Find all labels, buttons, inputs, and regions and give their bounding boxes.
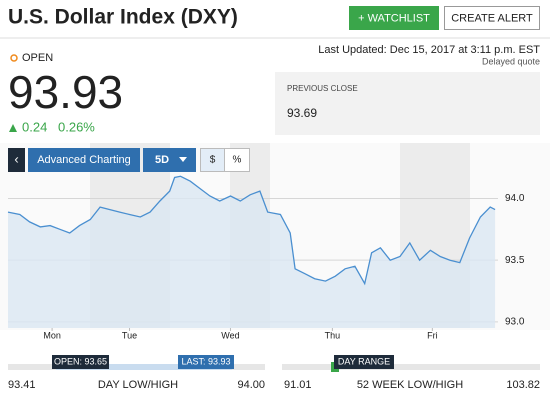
area — [8, 176, 496, 328]
day-low: 93.41 — [8, 379, 36, 391]
chart: 94.0 93.5 93.0 Mon Tue Wed Thu Fri — [7, 175, 525, 340]
up-arrow — [9, 124, 17, 132]
page-title: U.S. Dollar Index (DXY) — [8, 6, 238, 29]
percent-button[interactable] — [224, 148, 250, 172]
back-label[interactable]: ‹ — [14, 151, 18, 166]
y-tick-label: 94.0 — [505, 193, 525, 204]
last-marker — [178, 355, 234, 369]
last-updated: Last Updated: Dec 15, 2017 at 3:11 p.m. … — [318, 44, 540, 56]
y-tick-label: 93.5 — [505, 255, 525, 266]
back-button[interactable] — [8, 148, 25, 172]
last-marker-label: LAST: 93.93 — [181, 356, 230, 366]
market-status: OPEN — [22, 52, 53, 64]
open-icon — [10, 54, 18, 62]
x-tick-label: Fri — [427, 330, 438, 340]
delayed-note: Delayed quote — [482, 56, 540, 66]
day-range-marker-label: DAY RANGE — [338, 356, 390, 366]
range-button[interactable] — [143, 148, 196, 172]
open-marker-label: OPEN: 93.65 — [54, 356, 107, 366]
previous-close-box — [275, 72, 540, 135]
day-range-fill — [56, 364, 232, 370]
day-range-label: DAY LOW/HIGH — [98, 379, 178, 391]
percent-label[interactable]: % — [233, 155, 242, 166]
price-line — [7, 175, 496, 286]
alert-label[interactable]: CREATE ALERT — [451, 12, 533, 24]
watchlist-label[interactable]: + WATCHLIST — [358, 12, 430, 24]
x-tick-label: Thu — [325, 330, 341, 340]
week52-track — [282, 364, 540, 370]
x-tick-label: Mon — [43, 330, 61, 340]
x-tick-label: Wed — [221, 330, 239, 340]
day-range-marker — [334, 355, 394, 369]
y-tick-label: 93.0 — [505, 316, 525, 327]
x-tick-label: Tue — [122, 330, 137, 340]
open-marker — [52, 355, 109, 369]
previous-close-label: PREVIOUS CLOSE — [287, 84, 358, 93]
week52-high: 103.82 — [506, 379, 540, 391]
dropdown-caret — [179, 157, 187, 162]
change-percent: 0.26% — [58, 119, 95, 134]
day-high: 94.00 — [237, 379, 265, 391]
week52-low: 91.01 — [284, 379, 312, 391]
advanced-charting-label[interactable]: Advanced Charting — [37, 154, 131, 166]
watchlist-button[interactable] — [349, 6, 439, 30]
dollar-label[interactable]: $ — [210, 155, 216, 166]
advanced-charting-button[interactable] — [28, 148, 140, 172]
price: 93.93 — [8, 66, 123, 118]
alert-button[interactable] — [444, 6, 540, 30]
previous-close: 93.69 — [287, 106, 317, 120]
range-label[interactable]: 5D — [155, 154, 169, 166]
week52-label: 52 WEEK LOW/HIGH — [357, 379, 463, 391]
change: 0.24 — [22, 119, 47, 134]
